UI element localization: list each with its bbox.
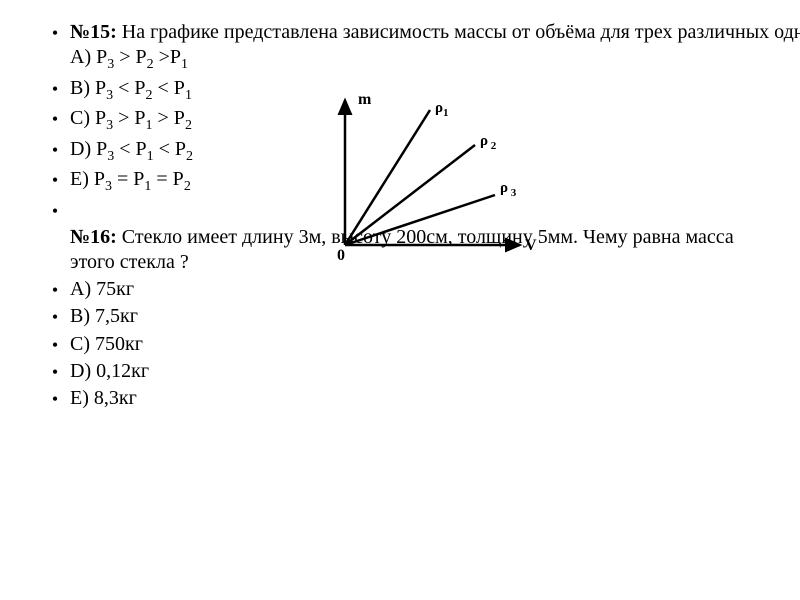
bullet-dot: • xyxy=(40,76,70,101)
q16-option-d: • D) 0,12кг xyxy=(40,359,760,384)
bullet-dot: • xyxy=(40,167,70,192)
q16-option-e: • E) 8,3кг xyxy=(40,386,760,411)
bullet-dot: • xyxy=(40,137,70,162)
bullet-dot: • xyxy=(40,106,70,131)
q16-label: №16: xyxy=(70,226,117,248)
q15-option-a: A) Р3 > Р2 >Р1 xyxy=(70,46,188,68)
q15-question: • №15: На графике представлена зависимос… xyxy=(40,20,760,74)
q15-content: №15: На графике представлена зависимость… xyxy=(70,20,760,74)
rho3-label: ρ 3 xyxy=(500,180,517,199)
bullet-dot: • xyxy=(40,332,70,357)
origin-label: 0 xyxy=(337,247,345,260)
q16-option-a: • A) 75кг xyxy=(40,277,760,302)
q16-option-c: • C) 750кг xyxy=(40,332,760,357)
bullet-dot: • xyxy=(40,304,70,329)
q15-label: №15: xyxy=(70,21,117,43)
bullet-dot: • xyxy=(40,277,70,302)
rho1-label: ρ1 xyxy=(435,100,449,119)
bullet-dot: • xyxy=(40,20,70,45)
q16-option-b: • B) 7,5кг xyxy=(40,304,760,329)
q15-text: На графике представлена зависимость масс… xyxy=(122,21,800,43)
bullet-dot: • xyxy=(40,198,70,223)
bullet-dot: • xyxy=(40,359,70,384)
line-rho1 xyxy=(345,110,430,245)
line-rho3 xyxy=(345,195,495,245)
density-chart: m V 0 ρ1 ρ 2 ρ 3 xyxy=(320,90,550,260)
bullet-dot: • xyxy=(40,386,70,411)
y-axis-label: m xyxy=(358,91,372,108)
line-rho2 xyxy=(345,145,475,245)
rho2-label: ρ 2 xyxy=(480,133,497,152)
x-axis-label: V xyxy=(525,237,537,254)
